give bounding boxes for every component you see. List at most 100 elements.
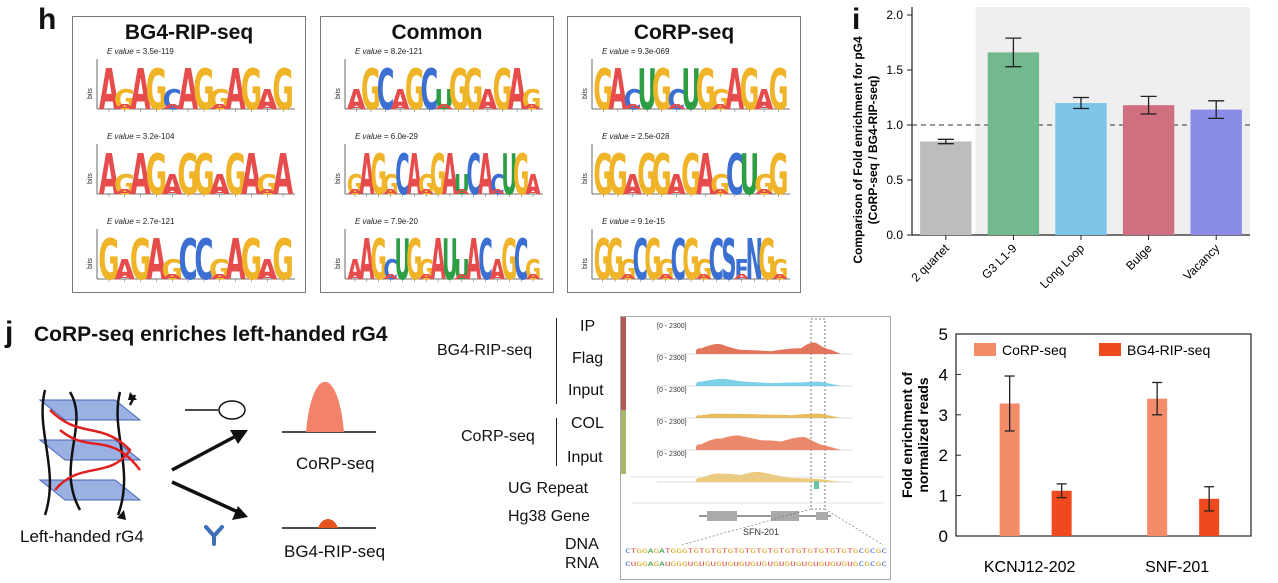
logo-letter: A bbox=[225, 228, 245, 289]
evalue-value: = 3.5e-119 bbox=[133, 47, 174, 56]
evalue-value: = 6.0e-29 bbox=[381, 132, 418, 141]
logo-letter: C bbox=[709, 227, 724, 289]
logo-letter-minor: A bbox=[383, 273, 399, 281]
evalue-label: E value bbox=[602, 132, 629, 141]
schematic-structure-label: Left-handed rG4 bbox=[20, 527, 144, 546]
y-tick-label: 0.5 bbox=[886, 173, 903, 187]
logo-letter: A bbox=[241, 143, 261, 204]
logo-letter: G bbox=[371, 227, 387, 289]
error-bar bbox=[1056, 483, 1067, 499]
logo-letter: G bbox=[525, 253, 541, 285]
logo-letter: G bbox=[606, 227, 623, 289]
y-tick-label: 1.0 bbox=[886, 118, 903, 132]
logo-letter: A bbox=[225, 58, 245, 119]
logo-letter: A bbox=[490, 253, 505, 285]
motif-evalue: E value = 8.2e-121 bbox=[355, 47, 422, 56]
logo-letter: U bbox=[394, 227, 410, 289]
logo-letter: A bbox=[479, 84, 498, 116]
y-axis-label: Fold enrichment of bbox=[899, 372, 915, 498]
logo-letter: U bbox=[454, 168, 470, 200]
hg38-gene-label: Hg38 Gene bbox=[508, 508, 590, 525]
logo-letter-minor: A bbox=[734, 273, 750, 281]
logo-letter-minor: A bbox=[419, 188, 435, 196]
logo-letter: A bbox=[391, 84, 410, 116]
logo-letter-minor: A bbox=[347, 188, 363, 196]
browser-tracks: [0 - 2300] [0 - 2300] [0 - 2300] [0 - 2300]… bbox=[625, 318, 887, 568]
logo-letter: U bbox=[740, 143, 760, 204]
evalue-value: = 8.2e-121 bbox=[381, 47, 423, 56]
motif-box: CoRP-seq E value = 9.3e-069 bits G A C A U G C A U G… bbox=[567, 16, 801, 293]
panel-j-title: CoRP-seq enriches left-handed rG4 bbox=[34, 323, 388, 346]
logo-letter-minor: A bbox=[347, 273, 363, 281]
antibody-icon bbox=[204, 525, 224, 546]
logo-letter: G bbox=[114, 84, 135, 116]
logo-letter-minor: A bbox=[391, 103, 410, 111]
x-tick-label: SNF-201 bbox=[1145, 559, 1209, 576]
bits-axis-label: bits bbox=[335, 88, 342, 99]
logo-letter-minor: A bbox=[210, 273, 230, 281]
logo-letter: A bbox=[407, 142, 422, 204]
logo-letter: A bbox=[99, 143, 119, 204]
evalue-value: = 2.5e-028 bbox=[628, 132, 670, 141]
logo-letter: C bbox=[478, 227, 492, 289]
y-axis-label: Comparison of Fold enrichment for pG4 bbox=[851, 36, 865, 264]
bits-axis-label: bits bbox=[582, 258, 589, 269]
motif-evalue: E value = 9.3e-069 bbox=[602, 47, 669, 56]
motif-evalue: E value = 6.0e-29 bbox=[355, 132, 418, 141]
plot-frame bbox=[955, 333, 1252, 537]
logo-letter: G bbox=[430, 142, 446, 204]
x-tick-label: Long Loop bbox=[1037, 241, 1087, 291]
logo-letter: A bbox=[478, 142, 493, 204]
logo-letter: G bbox=[682, 227, 699, 289]
track-range: [0 - 2300] bbox=[657, 387, 687, 394]
probe-icon bbox=[218, 400, 246, 420]
x-tick-label: G3 L1-9 bbox=[979, 241, 1020, 282]
arrow-up-icon bbox=[171, 433, 239, 472]
bar bbox=[1051, 490, 1072, 536]
dna-label: DNA bbox=[565, 536, 599, 553]
logo-letter: A bbox=[726, 58, 745, 119]
ug-repeat-label: UG Repeat bbox=[508, 480, 589, 497]
logo-letter: G bbox=[644, 227, 661, 289]
evalue-label: E value bbox=[107, 132, 134, 141]
logo-letter: C bbox=[624, 84, 642, 116]
logo-letter: G bbox=[769, 58, 789, 119]
logo-letter: A bbox=[667, 169, 686, 201]
motif-box-title: CoRP-seq bbox=[633, 21, 735, 44]
logo-letter-minor: A bbox=[454, 273, 470, 281]
bracket-line bbox=[556, 418, 557, 466]
error-bar bbox=[937, 138, 954, 145]
logo-letter: U bbox=[681, 58, 701, 119]
logo-letter: G bbox=[361, 58, 381, 119]
motif-box-title: BG4-RIP-seq bbox=[124, 21, 254, 44]
rna-label: RNA bbox=[565, 555, 599, 572]
logo-letter: A bbox=[466, 227, 481, 289]
logo-letter: G bbox=[272, 58, 293, 119]
logo-letter: A bbox=[442, 142, 457, 204]
track-group-label: CoRP-seq bbox=[461, 428, 535, 445]
error-bar bbox=[1204, 486, 1215, 512]
logo-letter: G bbox=[758, 227, 775, 289]
bits-axis-label: bits bbox=[87, 258, 94, 269]
logo-letter: G bbox=[449, 58, 469, 119]
track-row-label: IP bbox=[580, 318, 596, 335]
logo-letter: A bbox=[162, 169, 182, 201]
logo-letter-minor: A bbox=[696, 273, 712, 281]
logo-letter: C bbox=[633, 227, 648, 289]
logo-letter: G bbox=[463, 58, 483, 119]
bracket-line bbox=[556, 318, 557, 404]
logo-letter: C bbox=[726, 143, 744, 204]
logo-letter: G bbox=[513, 142, 529, 204]
logo-letter: G bbox=[177, 143, 198, 204]
track-row-label: Input bbox=[568, 382, 604, 399]
motif-box-title: Common bbox=[391, 21, 483, 44]
y-tick-label: 5 bbox=[939, 325, 948, 344]
schematic-bg4-label: BG4-RIP-seq bbox=[284, 542, 386, 561]
y-axis-label: normalized reads bbox=[915, 377, 931, 492]
browser-frame: [0 - 2300] [0 - 2300] [0 - 2300] [0 - 2300]… bbox=[620, 316, 891, 580]
logo-letter: G bbox=[696, 58, 716, 119]
logo-letter: C bbox=[179, 228, 198, 289]
evalue-label: E value bbox=[602, 217, 629, 226]
